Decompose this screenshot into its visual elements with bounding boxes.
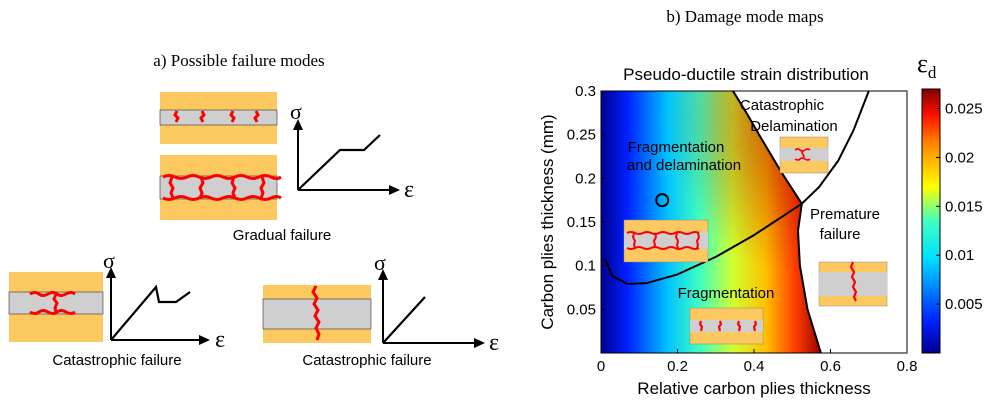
colorbar-tick-label: 0.015 [945,198,983,215]
label-fragmentation: Fragmentation [678,285,775,302]
inset-fragmentation-specimen [689,307,764,345]
x-tick-label: 0.4 [744,358,765,375]
label-fragmentation-delamination-2: and delamination [627,157,741,174]
panel-a-title: a) Possible failure modes [153,51,324,70]
heatmap-hot-overlay [601,91,821,353]
label-fragmentation-delamination-1: Fragmentation [628,139,725,156]
boundary-premature-right [797,203,822,354]
inset-premature-specimen [818,261,888,307]
gradual-specimen-large [159,155,282,220]
boundary-delamination-left [732,90,803,205]
catastrophic-1-epsilon-label: ε [215,327,225,353]
colorbar-tick-label: 0.025 [945,101,983,118]
gradual-stress-strain-plot [293,119,400,195]
catastrophic-2-sigma-label: σ [374,250,386,275]
catastrophic-stress-strain-plot-2 [378,269,485,348]
design-point-marker [655,193,670,208]
colorbar [921,88,941,354]
y-tick-label: 0.15 [567,214,596,231]
gradual-failure-label: Gradual failure [233,227,331,244]
y-tick-label: 0.25 [567,127,596,144]
axis-ticks: 0 0.2 0.4 0.6 0.8 0.05 0.1 0.15 0.2 0.25 0.3 [567,83,918,375]
catastrophic-premature-specimen [262,285,372,343]
gradual-specimen-small [159,92,278,144]
catastrophic-1-sigma-label: σ [103,248,115,273]
gradual-epsilon-label: ε [404,177,414,203]
colorbar-tick-label: 0.005 [945,296,983,313]
gradual-sigma-label: σ [290,99,302,124]
label-failure: failure [820,226,861,243]
catastrophic-failure-label-2: Catastrophic failure [302,352,431,369]
x-tick-label: 0.8 [897,358,918,375]
label-catastrophic: Catastrophic [740,97,825,114]
colorbar-tick-label: 0.02 [945,149,974,166]
x-tick-label: 0 [597,358,605,375]
colorbar-tick-label: 0.01 [945,247,974,264]
panel-b-title: b) Damage mode maps [666,7,823,26]
colorbar-ticks: 0.005 0.01 0.015 0.02 0.025 [936,101,983,313]
y-tick-label: 0.1 [575,258,596,275]
label-premature: Premature [810,206,880,223]
catastrophic-failure-label-1: Catastrophic failure [52,352,181,369]
boundary-fragmentation-lower [603,202,803,285]
y-axis-label: Carbon plies thickness (mm) [538,114,557,329]
region-boundaries [603,90,870,354]
colorbar-epsilon: ε [917,49,928,78]
catastrophic-stress-strain-plot-1 [106,267,210,345]
colorbar-subscript: d [928,63,937,82]
y-tick-label: 0.05 [567,301,596,318]
x-tick-label: 0.2 [667,358,688,375]
y-tick-label: 0.2 [575,170,596,187]
x-axis-label: Relative carbon plies thickness [637,379,870,398]
inset-frag-delam-specimen [623,219,709,263]
colorbar-title: εd [917,49,937,82]
boundary-catastrophic-right [801,90,870,205]
x-tick-label: 0.6 [820,358,841,375]
catastrophic-delamination-specimen [8,272,104,342]
map-title: Pseudo-ductile strain distribution [623,65,869,84]
label-delamination: Delamination [750,118,838,135]
y-tick-label: 0.3 [575,83,596,100]
catastrophic-2-epsilon-label: ε [489,330,499,356]
inset-catastrophic-specimen [779,136,829,174]
